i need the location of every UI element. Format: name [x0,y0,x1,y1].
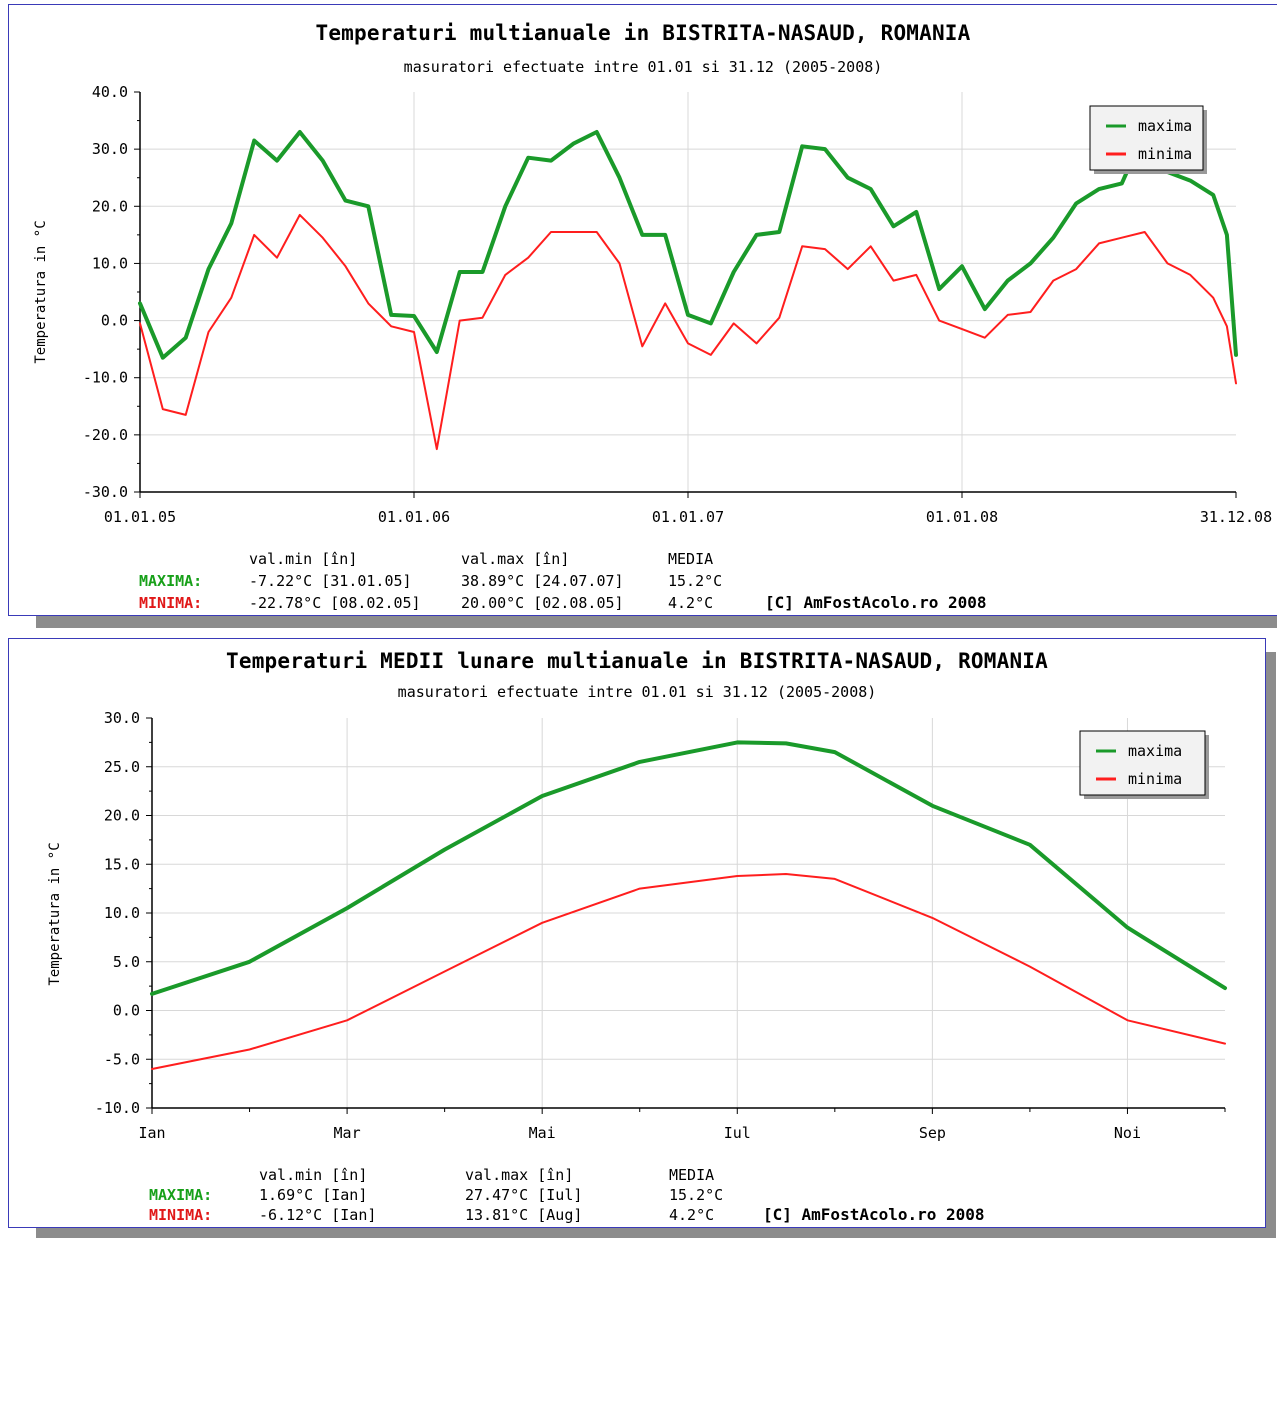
y-tick-label: 5.0 [113,953,140,971]
y-tick-label: 25.0 [104,758,140,776]
chart-title: Temperaturi multianuale in BISTRITA-NASA… [315,21,971,45]
grid-lines [140,92,1236,492]
stats-header-media: MEDIA [668,550,714,568]
legend-label-minima: minima [1138,145,1192,163]
y-tick-label: -30.0 [83,483,128,501]
stats-header-valmax: val.max [în] [465,1166,574,1184]
chart-panel-medii-lunare: Temperaturi MEDII lunare multianuale in … [8,638,1266,1228]
y-tick-label: -20.0 [83,426,128,444]
stats-min-valmin: -6.12°C [Ian] [259,1206,377,1224]
stats-max-media: 15.2°C [669,1186,724,1204]
stats-min-valmax: 13.81°C [Aug] [465,1206,583,1224]
series-line-minima [139,213,1237,451]
line-chart-medii-lunare: 30.0 25.0 20.0 15.0 10.0 5.0 0.0 -5.0 -10.0 Ian Ma… [47,709,1227,1142]
grid-lines [152,718,1225,1108]
x-tick-label: Noi [1114,1124,1141,1142]
stats-min-media: 4.2°C [668,594,714,612]
stats-header-valmin: val.min [în] [249,550,358,568]
y-tick-label: 30.0 [92,140,128,158]
stats-max-valmax: 38.89°C [24.07.07] [461,572,624,590]
stats-table: val.min [în] val.max [în] MEDIA MAXIMA: … [9,549,1009,615]
copyright-credit: [C] AmFostAcolo.ro 2008 [765,593,987,612]
stats-label-minima: MINIMA: [139,594,203,612]
x-tick-label: Mar [334,1124,361,1142]
y-tick-label: 30.0 [104,709,140,727]
y-tick-label: 10.0 [92,254,128,272]
y-tick-label: 0.0 [101,312,128,330]
x-tick-label: 01.01.05 [104,508,176,526]
stats-max-valmin: -7.22°C [31.01.05] [249,572,412,590]
x-tick-label: Mai [529,1124,556,1142]
series-line-maxima [150,740,1227,996]
chart-subtitle: masuratori efectuate intre 01.01 si 31.1… [403,58,883,76]
chart-panel-multianual: Temperaturi multianuale in BISTRITA-NASA… [8,4,1277,616]
series-line-maxima [138,130,1238,360]
x-tick-label: Ian [138,1124,165,1142]
panel-shadow-side [1266,652,1276,1238]
x-tick-label: 01.01.06 [378,508,450,526]
stats-header-valmax: val.max [în] [461,550,570,568]
y-tick-label: 20.0 [92,197,128,215]
x-tick-label: Iul [724,1124,751,1142]
legend: maxima minima [1079,730,1209,799]
legend: maxima minima [1089,105,1207,174]
y-tick-label: 10.0 [104,904,140,922]
stats-label-minima: MINIMA: [149,1206,213,1224]
y-axis-label: Temperatura in °C [47,842,63,985]
stats-max-valmin: 1.69°C [Ian] [259,1186,368,1204]
stats-label-maxima: MAXIMA: [139,572,203,590]
x-tick-label: 31.12.08 [1200,508,1272,526]
y-tick-label: 15.0 [104,855,140,873]
chart-title: Temperaturi MEDII lunare multianuale in … [226,649,1048,673]
stats-table: val.min [în] val.max [în] MEDIA MAXIMA: … [9,1165,1009,1227]
y-tick-label: -5.0 [104,1050,140,1068]
legend-box [1079,730,1206,796]
line-chart-multianual: 40.0 30.0 20.0 10.0 0.0 -10.0 -20.0 -30.0 01.01.… [33,83,1272,526]
panel-shadow [36,616,1277,628]
chart-subtitle: masuratori efectuate intre 01.01 si 31.1… [397,683,877,701]
stats-min-valmin: -22.78°C [08.02.05] [249,594,421,612]
legend-label-maxima: maxima [1128,742,1182,760]
stats-header-valmin: val.min [în] [259,1166,368,1184]
x-tick-label: 01.01.07 [652,508,724,526]
legend-label-minima: minima [1128,770,1182,788]
stats-header-media: MEDIA [669,1166,715,1184]
series-line-minima [151,873,1226,1070]
y-tick-label: -10.0 [83,369,128,387]
y-tick-label: -10.0 [95,1099,140,1117]
x-tick-label: 01.01.08 [926,508,998,526]
stats-min-valmax: 20.00°C [02.08.05] [461,594,624,612]
y-axis-label: Temperatura in °C [33,220,49,363]
y-tick-label: 40.0 [92,83,128,101]
stats-min-media: 4.2°C [669,1206,715,1224]
stats-max-valmax: 27.47°C [Iul] [465,1186,583,1204]
stats-max-media: 15.2°C [668,572,723,590]
stats-label-maxima: MAXIMA: [149,1186,213,1204]
x-tick-label: Sep [919,1124,946,1142]
panel-shadow [36,1228,1266,1238]
legend-label-maxima: maxima [1138,117,1192,135]
y-tick-label: 0.0 [113,1002,140,1020]
copyright-credit: [C] AmFostAcolo.ro 2008 [763,1205,985,1224]
y-tick-label: 20.0 [104,807,140,825]
legend-box [1089,105,1204,171]
